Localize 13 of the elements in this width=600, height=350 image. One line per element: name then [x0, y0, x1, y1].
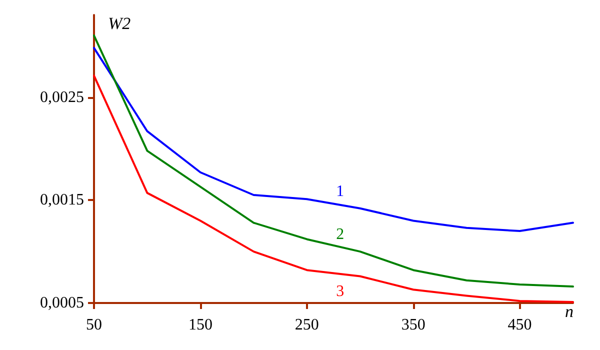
x-tick-label: 150	[188, 316, 212, 334]
x-tick-label: 50	[86, 316, 102, 334]
y-tick-label: 0,0015	[40, 192, 84, 209]
y-tick-label: 0,0025	[40, 88, 84, 106]
x-tick-label: 450	[508, 316, 532, 334]
y-axis-title: W2	[108, 14, 132, 33]
series-label: 2	[336, 226, 344, 244]
series-label: 3	[336, 282, 344, 300]
x-tick-label: 350	[401, 316, 426, 334]
y-tick-label: 0,0005	[40, 294, 84, 312]
x-axis-title: n	[565, 302, 574, 321]
series-label: 1	[336, 182, 344, 200]
x-tick-label: 250	[294, 316, 319, 334]
